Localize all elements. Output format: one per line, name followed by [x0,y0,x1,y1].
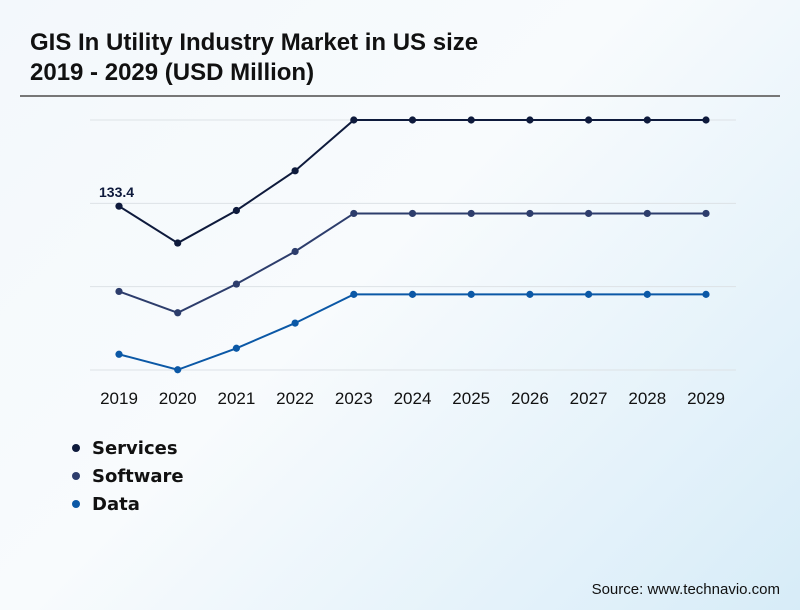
data-point-software [585,209,593,218]
source-text: Source: www.technavio.com [591,581,780,598]
data-point-software [702,209,710,218]
x-tick-label: 2022 [276,389,314,408]
data-point-data [350,290,358,298]
legend-marker [72,500,80,508]
data-point-software [232,280,240,288]
data-point-software [115,287,123,296]
data-point-services [467,116,475,124]
data-point-services [408,116,417,124]
data-point-services [232,206,240,215]
series-line-data [118,293,706,371]
x-tick-label: 2028 [628,389,666,408]
data-point-software [350,209,358,218]
chart-title: GIS In Utility Industry Market in US siz… [30,28,478,88]
data-point-services [291,167,299,175]
data-point-data [291,319,299,327]
data-point-data [643,290,651,298]
x-tick-label: 2020 [159,389,197,408]
data-point-data [526,290,534,298]
data-point-data [702,290,710,298]
legend-item-data: Data [72,490,184,518]
data-point-software [291,247,299,256]
data-point-services [643,116,651,124]
x-tick-label: 2024 [394,389,432,408]
data-point-software [526,209,534,218]
x-tick-label: 2023 [335,389,373,408]
x-tick-label: 2021 [217,389,255,408]
legend-item-services: Services [72,434,184,462]
x-tick-label: 2027 [570,389,608,408]
data-point-services [702,116,710,124]
data-point-services [526,116,534,124]
data-point-software [643,209,651,218]
legend-label: Data [92,493,140,515]
x-tick-label: 2026 [511,389,549,408]
data-point-data [408,290,417,298]
legend-item-software: Software [72,462,184,490]
series-line-services [118,119,706,245]
legend-marker [72,444,80,452]
x-tick-label: 2019 [100,389,138,408]
x-tick-label: 2025 [452,389,490,408]
data-point-services [350,116,358,124]
title-divider [20,95,780,97]
title-line-1: GIS In Utility Industry Market in US siz… [30,29,479,56]
data-point-software [174,309,182,317]
data-point-software [467,209,475,218]
legend-label: Software [92,465,184,487]
legend-marker [72,472,80,480]
legend-label: Services [92,437,178,459]
data-point-data [174,366,182,374]
data-point-software [408,209,417,218]
data-point-services [585,116,593,124]
title-line-2: 2019 - 2029 (USD Million) [30,59,315,86]
data-point-services [115,202,123,210]
data-label: 133.4 [99,184,134,200]
data-point-data [115,350,123,358]
x-tick-label: 2029 [687,389,725,408]
data-point-data [232,344,240,352]
legend: Services Software Data [72,434,184,518]
data-point-data [467,290,475,298]
data-point-data [585,290,593,298]
data-point-services [174,239,182,247]
